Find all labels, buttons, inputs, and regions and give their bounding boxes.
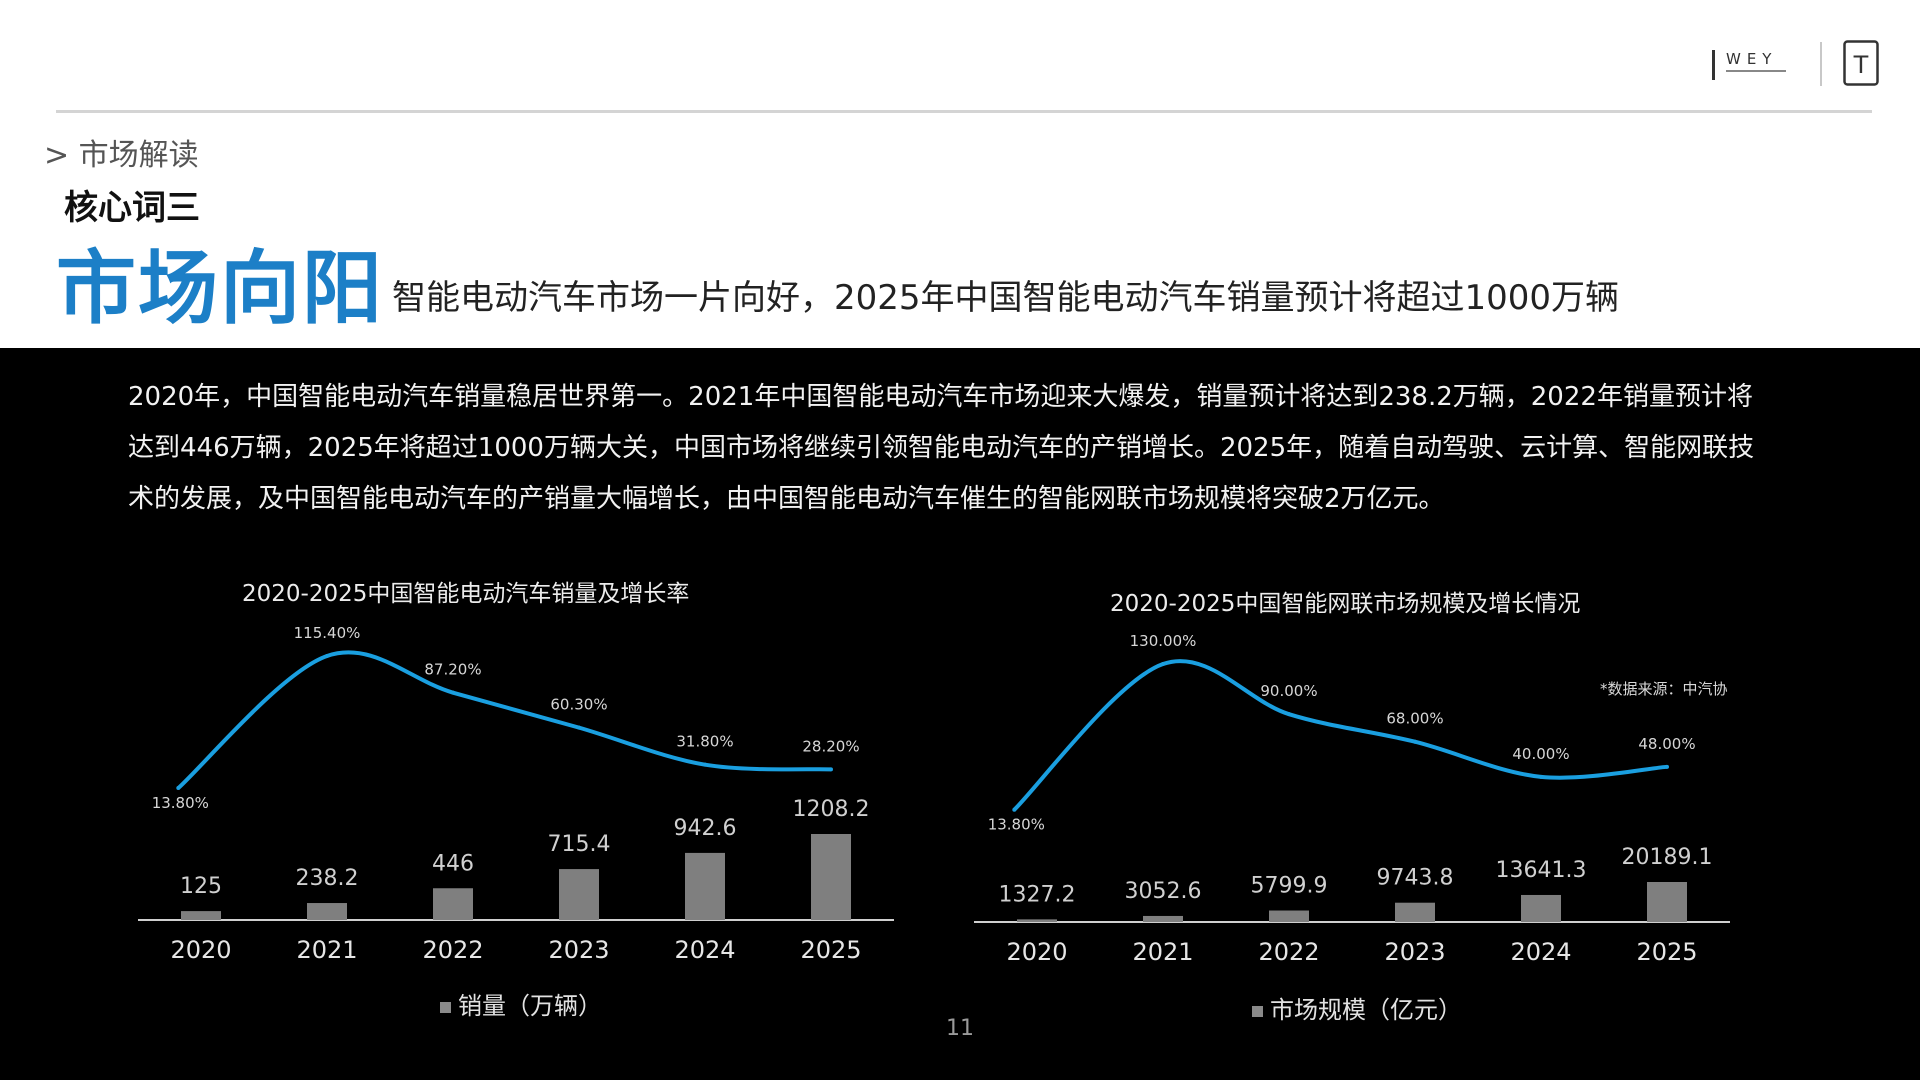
logo-divider [1820, 42, 1822, 86]
chart1-legend-label: 销量（万辆） [458, 992, 602, 1020]
x-tick-label: 2022 [1258, 938, 1319, 966]
x-tick-label: 2023 [1384, 938, 1445, 966]
bar-value-label: 942.6 [674, 816, 737, 841]
data-source-note: *数据来源：中汽协 [1600, 680, 1728, 698]
line-point [703, 762, 707, 767]
bar [559, 869, 599, 920]
bar [1647, 882, 1687, 922]
bar-value-label: 446 [432, 851, 474, 876]
bar [811, 834, 851, 920]
x-tick-label: 2025 [1636, 938, 1697, 966]
legend-swatch [1252, 1005, 1263, 1017]
line-point [1012, 807, 1017, 812]
bar [1143, 915, 1183, 922]
bar [1269, 910, 1309, 922]
content-panel [0, 348, 1920, 1080]
headline: 智能电动汽车市场一片向好，2025年中国智能电动汽车销量预计将超过1000万辆 [392, 278, 1620, 318]
bar-value-label: 1208.2 [793, 797, 870, 822]
bar [1395, 902, 1435, 922]
line-point [1161, 662, 1165, 666]
bar [1521, 894, 1561, 922]
header-area: WEY T > 市场解读 核心词三 市场向阳 智能电动汽车市场一片向好，2025… [0, 0, 1920, 348]
growth-label: 115.40% [294, 624, 361, 642]
breadcrumb: > 市场解读 [44, 138, 199, 173]
growth-line [176, 650, 832, 790]
x-tick-label: 2020 [1006, 938, 1067, 966]
growth-label: 13.80% [152, 794, 209, 812]
line-point [451, 690, 455, 695]
bar-value-label: 238.2 [296, 866, 359, 891]
wey-logo: WEY [1712, 50, 1786, 80]
chart1-title: 2020-2025中国智能电动汽车销量及增长率 [242, 581, 690, 607]
chart2-legend-label: 市场规模（亿元） [1270, 996, 1462, 1024]
growth-label: 87.20% [424, 661, 481, 679]
x-tick-label: 2021 [1132, 938, 1193, 966]
bar-value-label: 715.4 [548, 832, 611, 857]
line-point [829, 767, 833, 772]
x-tick-label: 2021 [296, 936, 357, 964]
page-number: 11 [946, 1016, 974, 1041]
growth-label: 60.30% [550, 696, 607, 714]
bar-value-label: 125 [180, 874, 222, 899]
line-point [1413, 739, 1417, 744]
chart1-legend: 销量（万辆） [440, 986, 602, 1021]
x-tick-label: 2020 [170, 936, 231, 964]
bar-value-label: 9743.8 [1377, 866, 1454, 891]
growth-label: 130.00% [1130, 632, 1197, 650]
legend-swatch [440, 1001, 451, 1013]
bar [685, 852, 725, 920]
bar [307, 903, 347, 920]
growth-label: 13.80% [988, 816, 1045, 834]
x-tick-label: 2024 [674, 936, 735, 964]
x-tick-label: 2025 [800, 936, 861, 964]
line-point [1539, 774, 1543, 779]
bar-value-label: 1327.2 [999, 882, 1076, 907]
tank-logo: T [1843, 40, 1879, 86]
growth-label: 31.80% [676, 733, 733, 751]
bar [181, 911, 221, 920]
line-point [1665, 764, 1669, 769]
tank-logo-text: T [1853, 51, 1869, 79]
growth-label: 48.00% [1638, 735, 1695, 753]
x-tick-label: 2022 [422, 936, 483, 964]
line-point [577, 725, 581, 730]
x-tick-label: 2023 [548, 936, 609, 964]
growth-label: 90.00% [1260, 682, 1317, 700]
keyword-label: 核心词三 [64, 188, 200, 228]
page-title: 市场向阳 [56, 242, 384, 335]
bar-value-label: 13641.3 [1496, 858, 1587, 883]
bar-value-label: 20189.1 [1622, 845, 1713, 870]
intro-paragraph: 2020年，中国智能电动汽车销量稳居世界第一。2021年中国智能电动汽车市场迎来… [128, 382, 1755, 514]
growth-line [1012, 659, 1668, 812]
growth-label: 68.00% [1386, 710, 1443, 728]
bar-value-label: 3052.6 [1125, 879, 1202, 904]
chart2-title: 2020-2025中国智能网联市场规模及增长情况 [1110, 591, 1581, 617]
wey-logo-text: WEY [1726, 50, 1777, 68]
growth-label: 40.00% [1512, 745, 1569, 763]
line-point [325, 654, 329, 658]
bar [1017, 919, 1057, 922]
line-point [176, 786, 181, 791]
bar-value-label: 5799.9 [1251, 874, 1328, 899]
bar [433, 888, 473, 920]
line-point [1287, 712, 1291, 717]
chart2-legend: 市场规模（亿元） [1252, 990, 1462, 1025]
header-rule [56, 110, 1872, 113]
x-tick-label: 2024 [1510, 938, 1571, 966]
growth-label: 28.20% [802, 737, 859, 755]
